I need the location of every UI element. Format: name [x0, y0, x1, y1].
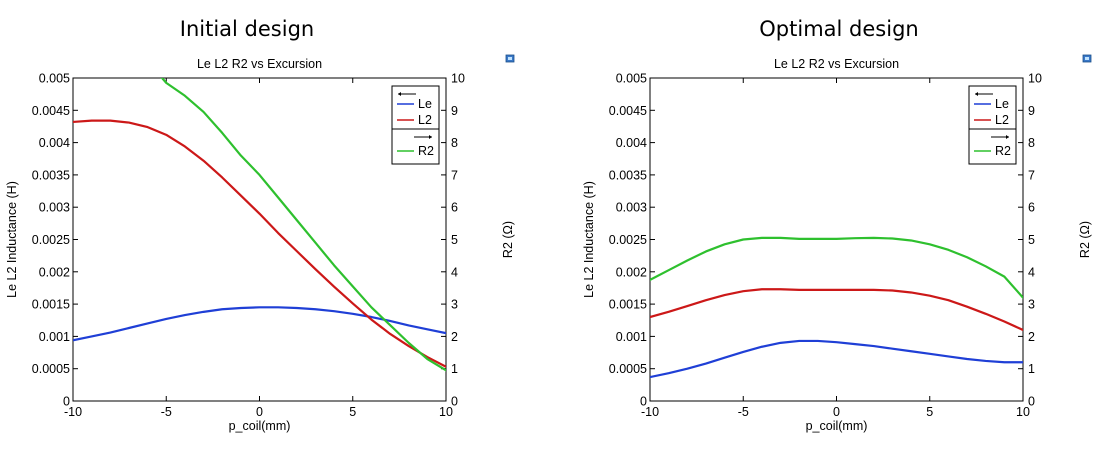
export-icon[interactable]	[505, 54, 515, 63]
y-tick-label: 0.001	[616, 330, 647, 344]
y2-tick-label: 1	[451, 362, 458, 376]
y2-tick-label: 0	[1028, 395, 1035, 409]
y2-tick-label: 9	[451, 104, 458, 118]
x-tick-label: 5	[349, 405, 356, 419]
series-lines	[73, 78, 446, 372]
y-tick-label: 0.0005	[609, 362, 647, 376]
legend-label: Le	[995, 97, 1009, 111]
y-axis-label: Le L2 Inductance (H)	[5, 181, 19, 298]
y-tick-label: 0.0045	[32, 104, 70, 118]
legend-label: R2	[995, 144, 1011, 158]
y-tick-label: 0.0035	[32, 168, 70, 182]
series-line-r2	[160, 78, 446, 372]
legend-label: L2	[418, 113, 432, 127]
series-line-l2	[73, 119, 446, 368]
legend-label: R2	[418, 144, 434, 158]
y2-tick-label: 0	[451, 395, 458, 409]
y2-tick-label: 4	[451, 265, 458, 279]
chart-panel-2: Optimal design Le L2 R2 vs Excursion -10 -5…	[582, 17, 1092, 433]
y-tick-label: 0.0035	[609, 168, 647, 182]
y2-tick-label: 5	[1028, 233, 1035, 247]
panel-heading: Initial design	[180, 17, 314, 41]
y-tick-label: 0.002	[39, 265, 70, 279]
y-tick-label: 0.004	[616, 136, 647, 150]
y2-tick-label: 8	[451, 136, 458, 150]
y2-tick-label: 10	[1028, 72, 1042, 86]
y2-tick-label: 5	[451, 233, 458, 247]
panel-heading: Optimal design	[759, 17, 918, 41]
x-tick-label: 0	[256, 405, 263, 419]
y-tick-label: 0.005	[39, 72, 70, 86]
x-tick-label: 5	[926, 405, 933, 419]
y2-tick-label: 3	[451, 298, 458, 312]
chart-title: Le L2 R2 vs Excursion	[774, 57, 899, 71]
y2-tick-label: 7	[451, 168, 458, 182]
x-tick-label: 10	[1016, 405, 1030, 419]
chart-title: Le L2 R2 vs Excursion	[197, 57, 322, 71]
x-tick-label: -10	[641, 405, 659, 419]
y2-tick-label: 6	[1028, 201, 1035, 215]
y-tick-label: 0	[63, 395, 70, 409]
arrow-head-right-icon	[1006, 135, 1009, 139]
x-tick-label: 0	[833, 405, 840, 419]
y2-axis-label: R2 (Ω)	[1078, 221, 1092, 258]
export-icon[interactable]	[1082, 54, 1092, 63]
y2-tick-label: 2	[1028, 330, 1035, 344]
y2-tick-label: 6	[451, 201, 458, 215]
y-tick-label: 0.0015	[32, 298, 70, 312]
y-tick-label: 0.005	[616, 72, 647, 86]
series-line-le	[650, 339, 1023, 379]
y2-tick-label: 10	[451, 72, 465, 86]
series-line-l2	[650, 288, 1023, 332]
y-tick-label: 0.001	[39, 330, 70, 344]
y-tick-label: 0.004	[39, 136, 70, 150]
x-axis-label: p_coil(mm)	[806, 419, 868, 433]
x-axis-label: p_coil(mm)	[229, 419, 291, 433]
y-tick-label: 0.0005	[32, 362, 70, 376]
y2-tick-label: 4	[1028, 265, 1035, 279]
y2-tick-label: 7	[1028, 168, 1035, 182]
y-axis-label: Le L2 Inductance (H)	[582, 181, 596, 298]
legend: Le L2 R2	[391, 85, 440, 165]
chart-panel-1: Initial design Le L2 R2 vs Excursion -10 -5…	[5, 17, 515, 433]
y-tick-label: 0.0045	[609, 104, 647, 118]
y-tick-label: 0.003	[39, 201, 70, 215]
y2-tick-label: 8	[1028, 136, 1035, 150]
y2-tick-label: 2	[451, 330, 458, 344]
x-tick-label: 10	[439, 405, 453, 419]
legend-label: L2	[995, 113, 1009, 127]
y2-tick-label: 1	[1028, 362, 1035, 376]
y-tick-label: 0.003	[616, 201, 647, 215]
y2-tick-label: 3	[1028, 298, 1035, 312]
y-tick-label: 0.0025	[609, 233, 647, 247]
legend-label: Le	[418, 97, 432, 111]
plot-area-frame	[72, 77, 447, 402]
x-tick-label: -10	[64, 405, 82, 419]
arrow-head-left-icon	[975, 92, 978, 96]
series-line-r2	[650, 236, 1023, 299]
arrow-head-right-icon	[429, 135, 432, 139]
y-tick-label: 0.002	[616, 265, 647, 279]
x-tick-label: -5	[161, 405, 172, 419]
arrow-head-left-icon	[398, 92, 401, 96]
legend: Le L2 R2	[968, 85, 1017, 165]
y2-tick-label: 9	[1028, 104, 1035, 118]
y-tick-label: 0.0015	[609, 298, 647, 312]
y-tick-label: 0	[640, 395, 647, 409]
x-tick-label: -5	[738, 405, 749, 419]
y-tick-label: 0.0025	[32, 233, 70, 247]
y2-axis-label: R2 (Ω)	[501, 221, 515, 258]
series-lines	[650, 236, 1023, 379]
